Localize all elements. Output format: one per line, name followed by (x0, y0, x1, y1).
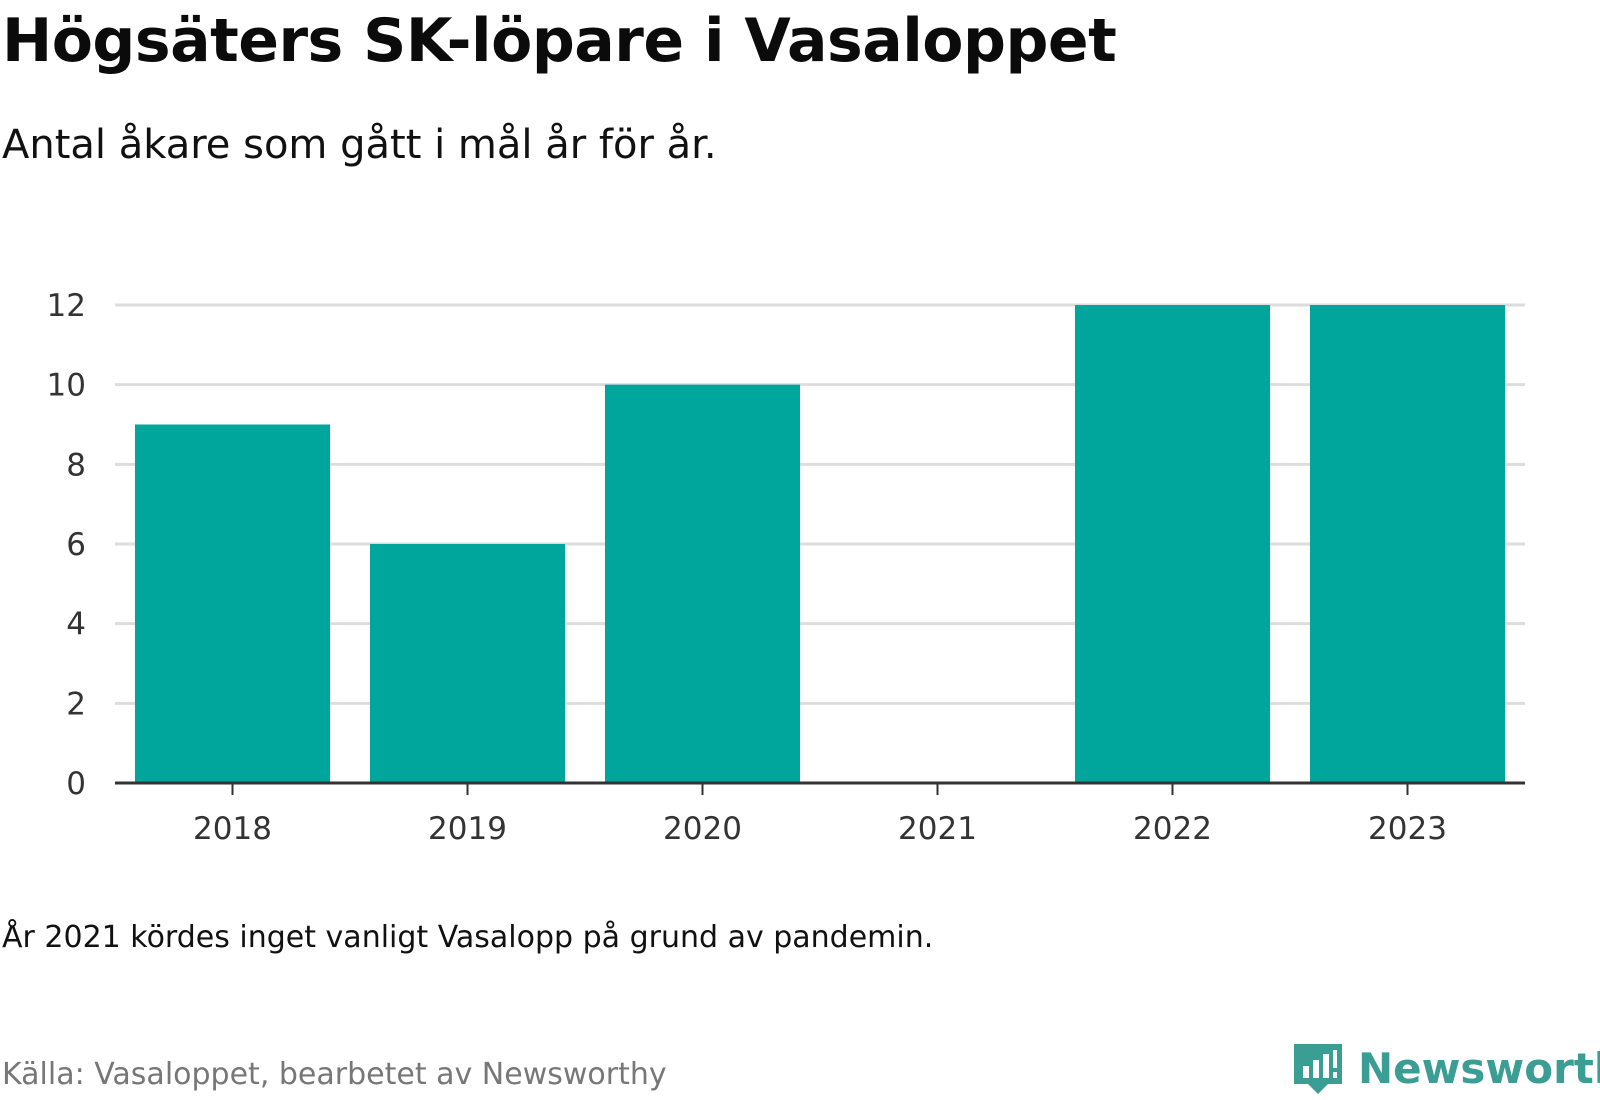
x-tick-label: 2020 (663, 811, 742, 847)
x-tick-label: 2019 (428, 811, 507, 847)
y-tick-label: 10 (47, 368, 86, 404)
bar-2022 (1074, 305, 1271, 783)
y-tick-label: 4 (66, 607, 86, 643)
chart-subtitle: Antal åkare som gått i mål år för år. (2, 122, 717, 168)
bar-2019 (369, 544, 566, 783)
source-credit: Källa: Vasaloppet, bearbetet av Newswort… (2, 1057, 667, 1092)
bar-2018 (134, 424, 331, 783)
y-tick-label: 0 (66, 766, 86, 802)
bar-chart: 0 2 4 6 8 10 12 2018 2019 2020 2021 2022 2023 (47, 288, 1525, 847)
y-tick-label: 12 (47, 288, 86, 324)
x-tick-label: 2021 (898, 811, 977, 847)
y-tick-label: 8 (66, 447, 86, 483)
brand-logo[interactable]: Newsworthy (1290, 1040, 1600, 1096)
x-tick-label: 2023 (1368, 811, 1447, 847)
y-tick-label: 6 (66, 527, 86, 563)
chart-title: Högsäters SK-löpare i Vasaloppet (2, 6, 1117, 76)
bars (134, 305, 1506, 783)
bar-2020 (604, 384, 801, 783)
axes: 0 2 4 6 8 10 12 2018 2019 2020 2021 2022 2023 (47, 288, 1525, 847)
x-tick-label: 2022 (1133, 811, 1212, 847)
bar-2023 (1309, 305, 1506, 783)
brand-name: Newsworthy (1358, 1043, 1600, 1093)
newsworthy-logo-icon (1294, 1044, 1342, 1094)
gridlines (115, 303, 1525, 705)
y-tick-label: 2 (66, 686, 86, 722)
x-tick-label: 2018 (193, 811, 272, 847)
chart-note: År 2021 kördes inget vanligt Vasalopp på… (2, 920, 934, 955)
